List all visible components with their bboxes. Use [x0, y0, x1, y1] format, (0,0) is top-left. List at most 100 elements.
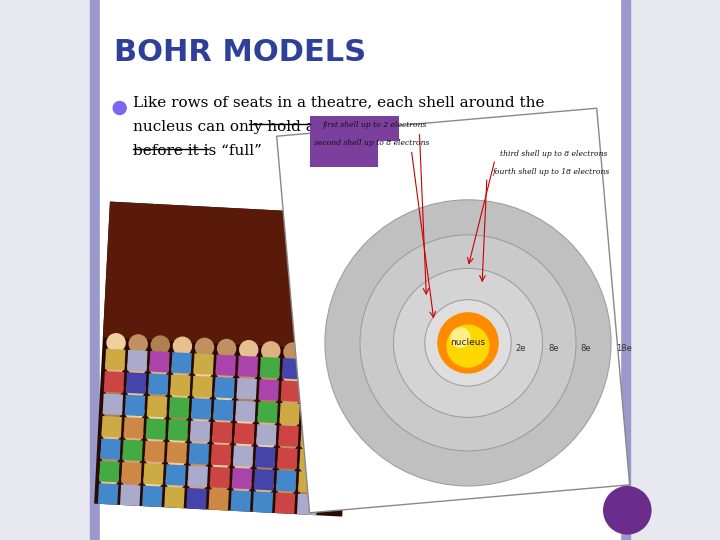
Circle shape — [101, 445, 120, 464]
Text: second shell up to 8 electrons: second shell up to 8 electrons — [314, 139, 429, 147]
Bar — [210, 467, 230, 488]
Bar — [297, 494, 318, 515]
Bar — [169, 397, 189, 418]
Circle shape — [150, 335, 170, 355]
Circle shape — [233, 452, 253, 471]
Circle shape — [215, 384, 234, 403]
Bar — [166, 442, 187, 463]
Circle shape — [148, 380, 168, 400]
Circle shape — [298, 478, 318, 497]
Bar — [103, 201, 358, 350]
Circle shape — [256, 431, 276, 450]
Text: Like rows of seats in a theatre, each shell around the: Like rows of seats in a theatre, each sh… — [133, 96, 545, 110]
Circle shape — [302, 411, 321, 430]
Bar — [236, 378, 257, 400]
Circle shape — [425, 300, 511, 386]
Circle shape — [279, 432, 298, 451]
Circle shape — [282, 364, 302, 384]
Circle shape — [279, 409, 299, 429]
Bar — [98, 483, 118, 505]
Bar — [168, 420, 188, 441]
Bar — [142, 485, 163, 507]
Text: 18e: 18e — [616, 344, 632, 353]
Bar — [105, 349, 125, 370]
Circle shape — [167, 449, 186, 468]
Circle shape — [147, 403, 166, 422]
Bar — [189, 443, 210, 464]
Bar — [276, 470, 297, 491]
Circle shape — [256, 453, 275, 472]
Circle shape — [122, 469, 141, 488]
Circle shape — [188, 472, 207, 492]
Circle shape — [261, 341, 281, 361]
Circle shape — [107, 333, 126, 353]
Bar — [258, 379, 279, 401]
Text: nucleus: nucleus — [451, 339, 485, 347]
Circle shape — [325, 200, 611, 486]
Circle shape — [217, 339, 236, 358]
Circle shape — [239, 340, 258, 360]
Bar — [125, 395, 145, 416]
Text: first shell up to 2 electrons: first shell up to 2 electrons — [323, 122, 426, 129]
Bar — [254, 469, 274, 490]
Circle shape — [113, 102, 126, 114]
Circle shape — [213, 406, 233, 426]
Circle shape — [232, 475, 251, 494]
Bar — [143, 463, 163, 485]
Circle shape — [360, 235, 576, 451]
Bar — [300, 449, 320, 470]
Circle shape — [173, 336, 192, 356]
Bar — [211, 444, 231, 465]
Circle shape — [276, 477, 296, 496]
Circle shape — [126, 379, 145, 399]
Bar — [213, 400, 234, 421]
Bar — [300, 427, 321, 448]
Circle shape — [216, 361, 235, 381]
Bar — [192, 376, 212, 397]
Bar — [303, 382, 323, 403]
Text: 2e: 2e — [516, 344, 526, 353]
Bar — [256, 424, 276, 446]
Bar — [164, 487, 185, 508]
Circle shape — [603, 486, 652, 535]
Circle shape — [254, 476, 274, 495]
Bar — [279, 426, 299, 447]
Bar — [230, 490, 251, 512]
Bar — [94, 201, 358, 517]
Text: 8e: 8e — [548, 344, 559, 353]
Circle shape — [304, 366, 323, 386]
Bar — [166, 464, 186, 486]
Text: nucleus can only hold a certain: nucleus can only hold a certain — [133, 120, 374, 134]
Bar — [149, 351, 170, 373]
Bar — [310, 116, 400, 141]
Circle shape — [105, 355, 125, 375]
Bar — [276, 108, 630, 513]
Bar — [124, 417, 144, 438]
Circle shape — [258, 386, 278, 406]
Text: BOHR MODELS: BOHR MODELS — [114, 38, 366, 67]
Bar — [194, 353, 214, 375]
Circle shape — [211, 451, 230, 470]
Bar — [170, 375, 191, 396]
Circle shape — [192, 405, 211, 424]
Bar — [191, 398, 212, 420]
Bar — [255, 447, 276, 468]
Circle shape — [169, 404, 189, 423]
Bar — [90, 0, 99, 540]
Circle shape — [260, 363, 279, 383]
Circle shape — [125, 401, 145, 421]
Bar — [209, 489, 229, 511]
Circle shape — [150, 358, 169, 377]
Bar — [281, 380, 301, 402]
Bar — [120, 484, 140, 506]
Circle shape — [99, 468, 119, 487]
Circle shape — [281, 387, 300, 407]
Bar — [171, 352, 192, 374]
Circle shape — [124, 424, 143, 443]
Circle shape — [128, 334, 148, 354]
Bar — [187, 465, 208, 487]
Circle shape — [171, 359, 191, 379]
Bar — [215, 377, 235, 399]
Bar — [99, 461, 120, 482]
Circle shape — [143, 470, 163, 489]
